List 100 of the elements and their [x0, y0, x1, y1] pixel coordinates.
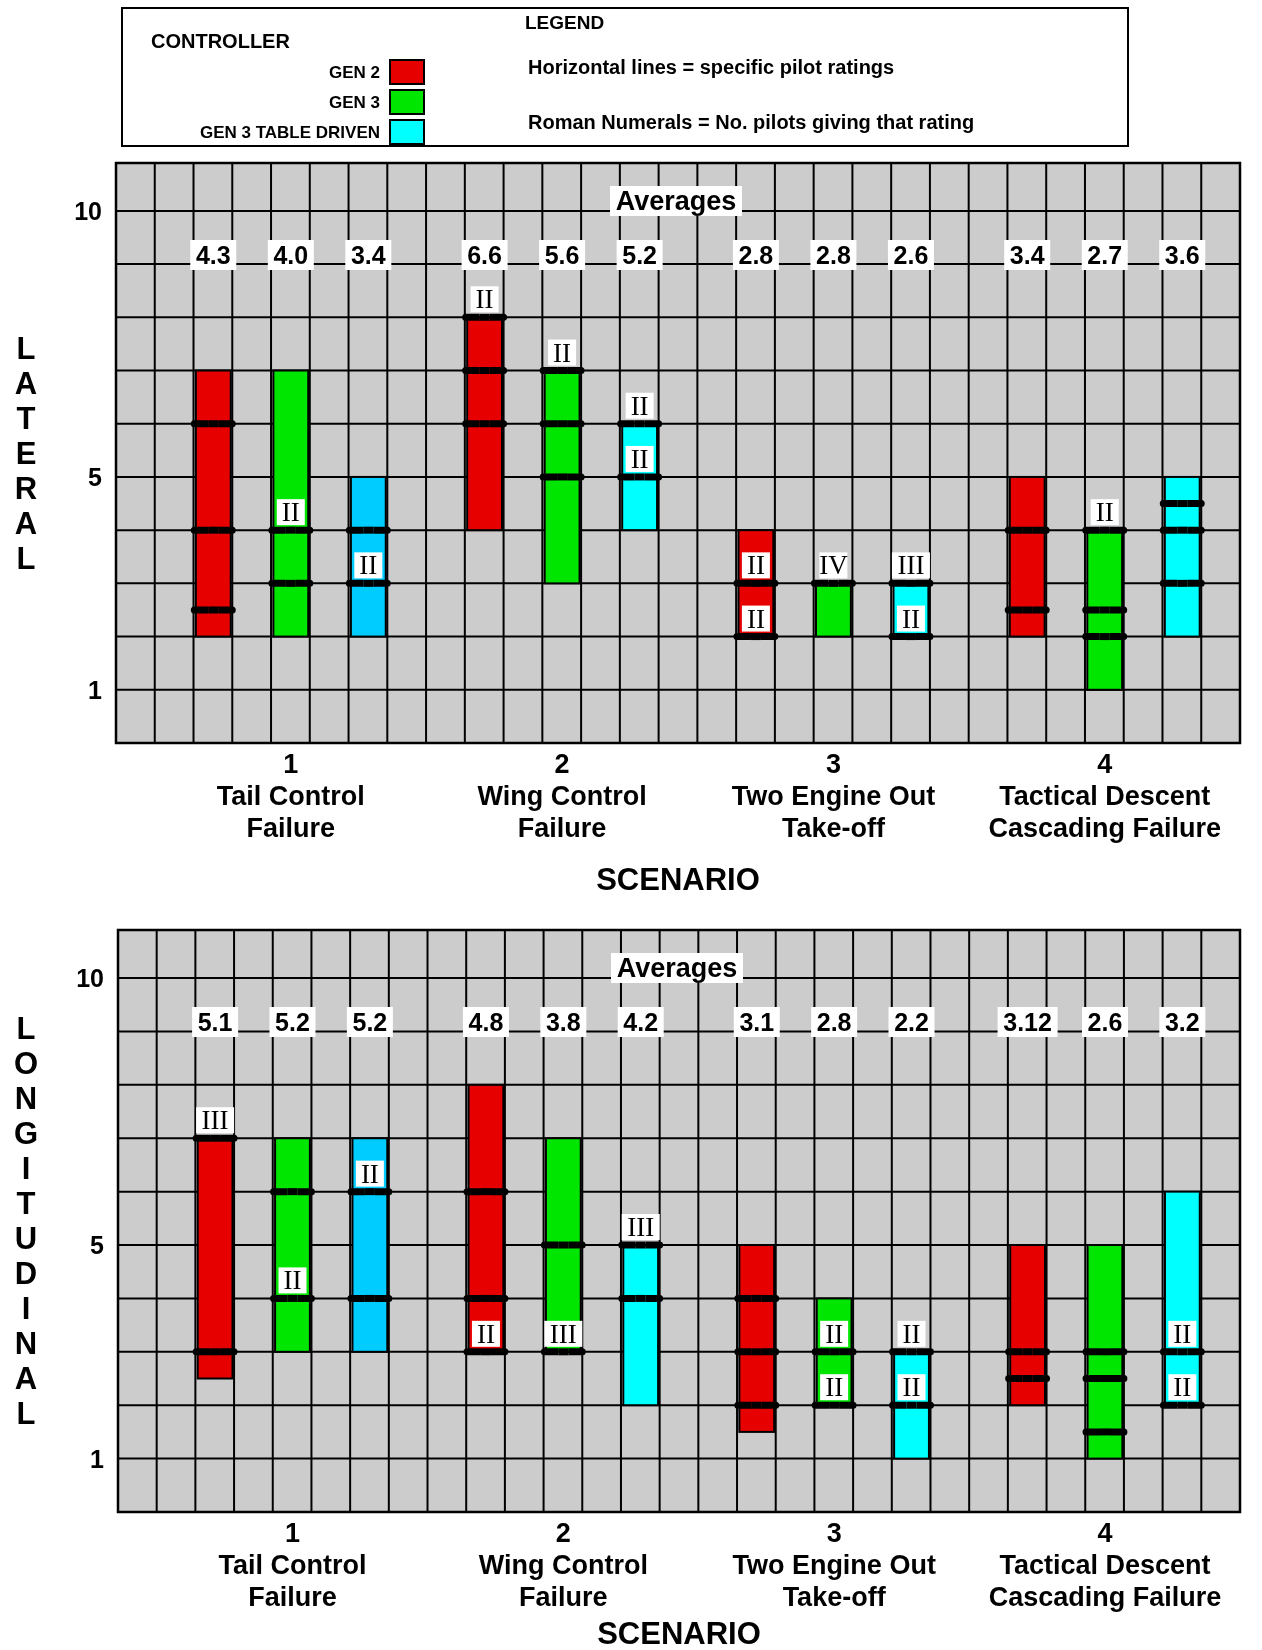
point — [1099, 606, 1110, 614]
y-tick-label: 1 — [90, 1444, 105, 1473]
point — [1099, 526, 1110, 534]
point — [557, 473, 568, 481]
point — [208, 526, 219, 534]
point — [210, 1348, 221, 1356]
data-label: II — [476, 1318, 495, 1349]
point — [1022, 1375, 1033, 1383]
point — [208, 420, 219, 428]
annotation: Averages — [615, 186, 737, 216]
annotation: 3.8 — [545, 1008, 581, 1036]
point — [751, 1348, 762, 1356]
data-label: II — [1173, 1372, 1192, 1403]
y-tick-label: 5 — [88, 462, 103, 491]
legend-label: GEN 2 — [328, 62, 380, 82]
annotation: 5.2 — [352, 1008, 388, 1036]
x-tick-label: 2 Wing Control Failure — [477, 749, 647, 843]
point — [751, 1294, 762, 1302]
point — [287, 1294, 298, 1302]
annotation: 5.2 — [275, 1008, 310, 1036]
data-label: II — [360, 1158, 379, 1189]
point — [1177, 579, 1188, 587]
point — [480, 1188, 491, 1196]
point — [750, 579, 761, 587]
y-tick-label: 1 — [88, 675, 103, 704]
point — [828, 579, 839, 587]
x-tick-label: 1 Tail Control Failure — [218, 1518, 367, 1612]
point — [634, 473, 645, 481]
point — [751, 1401, 762, 1409]
annotation: 3.2 — [1164, 1008, 1200, 1036]
point — [285, 579, 296, 587]
x-axis-title: SCENARIO — [597, 1616, 761, 1650]
data-label: III — [897, 550, 925, 581]
point — [905, 633, 916, 641]
data-label: II — [281, 497, 300, 528]
x-tick-label: 3 Two Engine Out Take-off — [732, 1518, 936, 1612]
text: LONGITUDINAL — [13, 1011, 39, 1431]
x-tick-label: 4 Tactical Descent Cascading Failure — [988, 1518, 1222, 1612]
text: Horizontal lines = specific pilot ratings — [528, 56, 895, 78]
annotation: 4.3 — [195, 241, 231, 269]
point — [1099, 633, 1110, 641]
data-label: II — [359, 550, 378, 581]
point — [479, 313, 490, 321]
point — [1022, 526, 1033, 534]
text: LEGEND — [525, 11, 605, 33]
annotation: 4.0 — [273, 241, 309, 269]
point — [285, 526, 296, 534]
annotation: 3.4 — [1009, 241, 1045, 269]
point — [363, 526, 374, 534]
data-label: II — [902, 1318, 921, 1349]
data-label: III — [549, 1318, 577, 1349]
point — [750, 633, 761, 641]
data-label: II — [475, 284, 494, 315]
point — [557, 367, 568, 375]
data-label: IV — [819, 550, 849, 581]
annotation: 2.8 — [816, 1008, 852, 1036]
annotation: 2.6 — [893, 241, 929, 269]
annotation: 2.6 — [1087, 1008, 1123, 1036]
point — [558, 1348, 569, 1356]
annotation: Averages — [616, 953, 738, 983]
annotation: 3.1 — [739, 1008, 775, 1036]
data-label: II — [825, 1318, 844, 1349]
annotation: 2.7 — [1087, 241, 1123, 269]
legend-label: GEN 3 TABLE DRIVEN — [199, 122, 380, 142]
point — [634, 420, 645, 428]
point — [364, 1188, 375, 1196]
data-label: III — [201, 1105, 229, 1136]
point — [287, 1188, 298, 1196]
annotation: 5.1 — [197, 1008, 233, 1036]
data-label: III — [627, 1212, 655, 1243]
data-label: II — [901, 603, 920, 634]
point — [1022, 606, 1033, 614]
point — [480, 1294, 491, 1302]
annotation: 3.6 — [1164, 241, 1200, 269]
point — [1177, 1348, 1188, 1356]
point — [363, 579, 374, 587]
data-label: II — [902, 1372, 921, 1403]
point — [210, 1134, 221, 1142]
data-label: II — [825, 1372, 844, 1403]
annotation: 2.8 — [816, 241, 851, 269]
point — [1177, 526, 1188, 534]
y-tick-label: 5 — [90, 1231, 105, 1260]
annotation: 4.8 — [468, 1008, 504, 1036]
data-label: II — [746, 603, 765, 634]
point — [364, 1294, 375, 1302]
point — [906, 1348, 917, 1356]
point — [557, 420, 568, 428]
annotation: 2.8 — [738, 241, 774, 269]
legend-title: CONTROLLER — [151, 30, 291, 52]
annotation: 3.12 — [1003, 1008, 1052, 1036]
point — [1099, 1375, 1110, 1383]
data-label: II — [630, 390, 649, 421]
y-tick-label: 10 — [76, 964, 104, 993]
x-axis-title: SCENARIO — [596, 862, 760, 897]
annotation: 4.2 — [623, 1008, 659, 1036]
point — [1022, 1348, 1033, 1356]
y-axis-title: LATERAL — [14, 330, 38, 576]
x-tick-label: 4 Tactical Descent Cascading Failure — [988, 749, 1222, 843]
point — [479, 420, 490, 428]
annotation: 2.2 — [894, 1008, 929, 1036]
